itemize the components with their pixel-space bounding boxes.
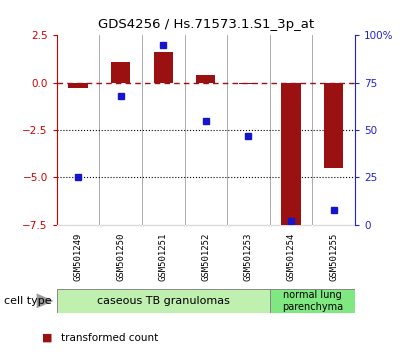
Text: GSM501252: GSM501252 xyxy=(201,233,210,281)
Text: GSM501255: GSM501255 xyxy=(329,233,338,281)
Bar xyxy=(111,62,130,83)
Title: GDS4256 / Hs.71573.1.S1_3p_at: GDS4256 / Hs.71573.1.S1_3p_at xyxy=(98,18,314,32)
Bar xyxy=(270,289,355,313)
Bar xyxy=(281,83,301,227)
Bar xyxy=(239,83,258,84)
Text: ■: ■ xyxy=(42,333,52,343)
Bar xyxy=(196,75,215,83)
Bar xyxy=(57,289,270,313)
Text: GSM501254: GSM501254 xyxy=(286,233,296,281)
Polygon shape xyxy=(37,293,54,308)
Text: cell type: cell type xyxy=(4,296,52,306)
Bar xyxy=(154,52,173,83)
Text: GSM501253: GSM501253 xyxy=(244,233,253,281)
Text: normal lung
parenchyma: normal lung parenchyma xyxy=(282,290,343,312)
Text: caseous TB granulomas: caseous TB granulomas xyxy=(97,296,230,306)
Text: transformed count: transformed count xyxy=(61,333,158,343)
Text: GSM501251: GSM501251 xyxy=(159,233,168,281)
Text: GSM501250: GSM501250 xyxy=(116,233,125,281)
Bar xyxy=(68,83,88,88)
Bar xyxy=(324,83,343,168)
Text: GSM501249: GSM501249 xyxy=(74,233,82,281)
